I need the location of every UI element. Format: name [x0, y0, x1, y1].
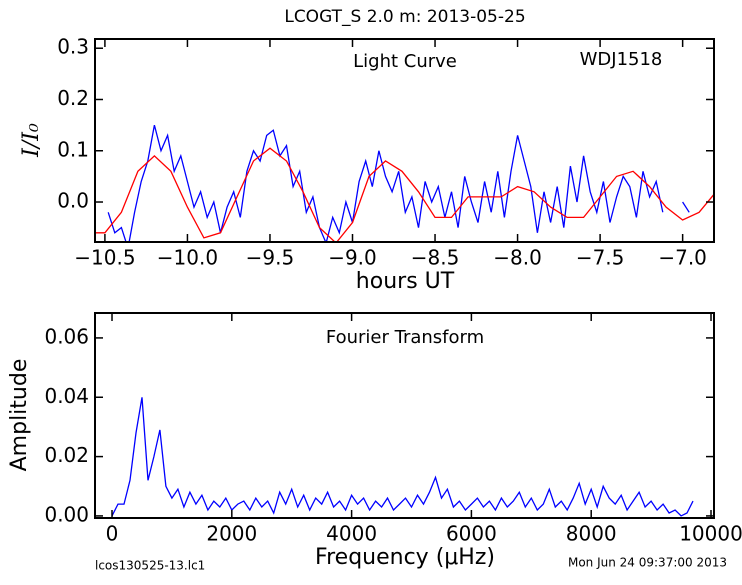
data-line	[95, 147, 714, 242]
y-tick-label: 0.3	[57, 35, 89, 59]
y-tick-label: 0.0	[57, 189, 89, 213]
x-tick-label: −8.0	[493, 246, 542, 270]
x-tick-label: 0	[106, 522, 119, 546]
x-tick-label: 2000	[206, 522, 257, 546]
footer-file: lcos130525-13.lc1	[95, 559, 205, 573]
x-tick-label: 10000	[679, 522, 742, 546]
y-tick-label: 0.2	[57, 86, 89, 110]
x-tick-label: −10.0	[157, 246, 218, 270]
x-tick-label: −7.0	[658, 246, 707, 270]
footer-date: Mon Jun 24 09:37:00 2013	[568, 556, 727, 570]
annotation: Fourier Transform	[326, 327, 484, 348]
y-axis-label: Amplitude	[7, 359, 32, 472]
chart-title: LCOGT_S 2.0 m: 2013-05-25	[284, 7, 525, 27]
annotation: WDJ1518	[580, 49, 663, 70]
x-tick-label: 8000	[566, 522, 617, 546]
plot-frame	[94, 38, 715, 243]
y-tick-label: 0.04	[44, 384, 89, 408]
y-axis-label: I/I₀	[19, 123, 44, 158]
x-tick-label: −8.5	[411, 246, 460, 270]
x-tick-label: 4000	[326, 522, 377, 546]
annotation: Light Curve	[353, 51, 457, 72]
y-tick-label: 0.02	[44, 443, 89, 467]
x-tick-label: 6000	[446, 522, 497, 546]
x-tick-label: −9.5	[246, 246, 295, 270]
x-axis-label: Frequency (μHz)	[315, 545, 495, 570]
plot-frame	[94, 312, 715, 519]
y-tick-label: 0.1	[57, 137, 89, 161]
x-axis-label: hours UT	[356, 269, 455, 294]
data-line	[107, 124, 690, 242]
y-tick-label: 0.00	[44, 502, 89, 526]
data-line	[111, 397, 694, 517]
x-tick-label: −9.0	[328, 246, 377, 270]
x-tick-label: −10.5	[74, 246, 135, 270]
y-tick-label: 0.06	[44, 324, 89, 348]
x-tick-label: −7.5	[576, 246, 625, 270]
